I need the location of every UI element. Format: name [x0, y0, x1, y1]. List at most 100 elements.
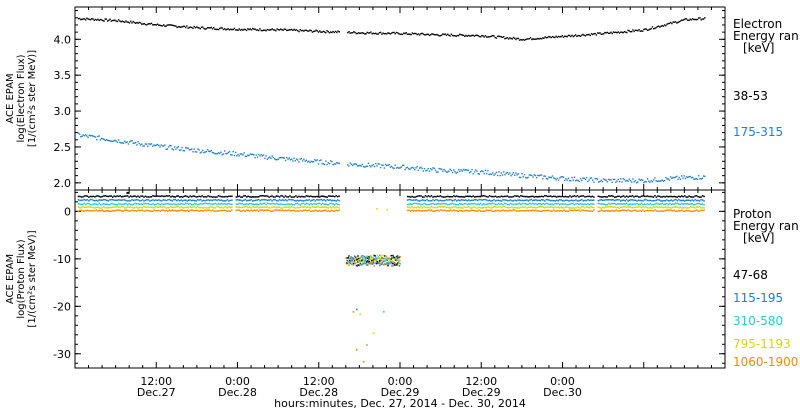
data-point: [247, 28, 249, 30]
data-point: [394, 32, 396, 35]
data-point: [453, 206, 455, 208]
data-point: [278, 29, 281, 31]
data-point: [448, 203, 451, 206]
data-point: [640, 210, 643, 212]
y-axis-label-line: ACE EPAM: [5, 254, 16, 304]
data-point: [689, 203, 692, 205]
data-point: [569, 199, 571, 202]
data-point: [326, 203, 328, 206]
data-point: [200, 26, 203, 29]
data-point: [472, 173, 474, 175]
data-point: [411, 166, 414, 169]
data-point: [485, 195, 488, 198]
data-point: [524, 203, 527, 205]
data-point: [255, 29, 258, 31]
data-point: [370, 255, 372, 257]
data-point: [621, 195, 623, 198]
data-point: [351, 257, 354, 259]
data-point: [411, 199, 413, 202]
data-point: [322, 30, 325, 33]
data-point: [462, 210, 464, 213]
data-point: [545, 36, 548, 39]
data-point: [560, 206, 562, 208]
data-point: [320, 203, 323, 206]
data-point: [430, 209, 433, 212]
data-point: [222, 203, 224, 205]
data-point: [332, 203, 334, 205]
data-point: [277, 209, 279, 211]
data-point: [240, 206, 242, 209]
data-point: [414, 196, 416, 198]
data-point: [703, 200, 705, 202]
data-point: [596, 178, 599, 180]
data-point: [277, 195, 279, 197]
data-point: [529, 37, 532, 39]
data-point: [353, 255, 356, 257]
data-point: [616, 203, 619, 205]
data-point: [358, 257, 360, 260]
data-point: [613, 199, 616, 202]
data-point: [680, 207, 683, 209]
data-point: [189, 209, 191, 212]
data-point: [659, 180, 661, 182]
data-point: [575, 199, 577, 201]
data-point: [641, 30, 644, 32]
series-38-53: [77, 17, 706, 41]
data-point: [226, 28, 228, 31]
data-point: [149, 196, 151, 198]
data-point: [467, 206, 470, 208]
data-point: [430, 203, 433, 205]
data-point: [295, 210, 297, 213]
data-point: [103, 205, 105, 208]
data-point: [356, 259, 358, 261]
data-point: [465, 199, 467, 201]
data-point: [131, 209, 133, 211]
data-point: [212, 152, 215, 154]
data-point: [590, 199, 592, 201]
data-point: [284, 203, 287, 206]
data-point: [664, 203, 667, 205]
data-point: [307, 199, 309, 202]
data-point: [269, 210, 272, 213]
data-point: [548, 209, 550, 212]
data-point: [514, 195, 516, 197]
data-point: [567, 177, 570, 180]
data-point: [661, 210, 664, 212]
data-point: [631, 210, 634, 212]
data-point: [512, 172, 515, 174]
data-point: [396, 264, 398, 266]
data-point: [316, 198, 318, 201]
data-point: [561, 175, 563, 178]
data-point: [104, 139, 106, 142]
data-point: [412, 33, 415, 35]
data-point: [243, 199, 245, 202]
data-point: [572, 179, 574, 181]
data-point: [636, 206, 638, 208]
data-point: [628, 206, 631, 208]
data-point: [370, 257, 372, 259]
data-point: [416, 165, 418, 168]
data-point: [564, 210, 567, 212]
data-point: [274, 196, 276, 198]
data-point: [573, 35, 576, 37]
data-point: [401, 33, 404, 36]
data-point: [210, 206, 212, 208]
data-point: [637, 206, 640, 208]
data-point: [429, 203, 431, 205]
data-point: [423, 202, 425, 205]
data-point: [88, 210, 90, 212]
data-point: [421, 199, 424, 201]
data-point: [186, 147, 188, 149]
data-point: [86, 202, 89, 205]
data-point: [661, 196, 664, 198]
data-point: [209, 27, 211, 29]
data-point: [176, 206, 178, 208]
data-point: [373, 165, 376, 168]
data-point: [141, 209, 144, 212]
data-point: [336, 162, 338, 164]
data-point: [275, 199, 278, 202]
data-point: [173, 206, 175, 209]
data-point: [449, 168, 451, 170]
data-point: [299, 209, 302, 212]
y-tick-label: -30: [53, 348, 71, 361]
